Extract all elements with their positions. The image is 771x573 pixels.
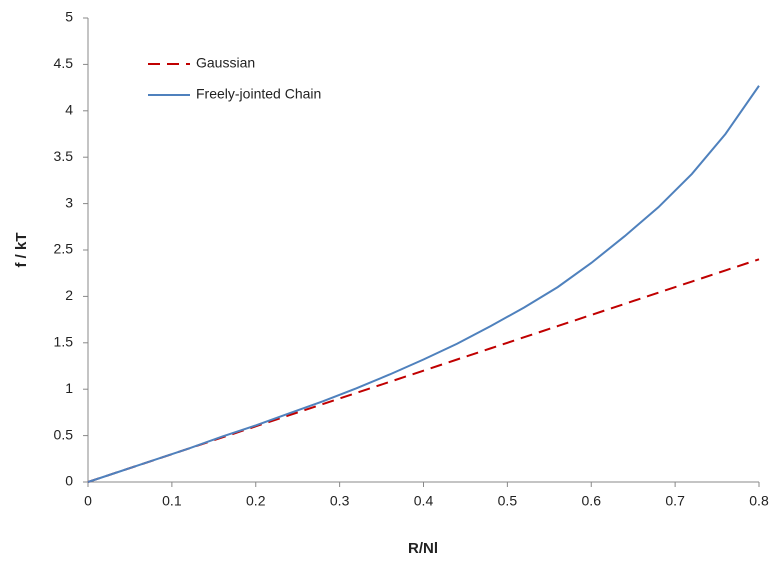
- legend-label: Gaussian: [196, 55, 255, 71]
- x-tick-label: 0.2: [246, 493, 266, 509]
- x-tick-label: 0.5: [498, 493, 518, 509]
- x-tick-label: 0: [84, 493, 92, 509]
- y-tick-label: 2: [65, 287, 73, 303]
- y-tick-label: 5: [65, 9, 73, 25]
- x-tick-label: 0.6: [582, 493, 602, 509]
- y-tick-label: 1.5: [54, 334, 74, 350]
- x-axis-title: R/Nl: [408, 540, 438, 557]
- y-axis-title: f / kT: [13, 232, 30, 267]
- y-tick-label: 4.5: [54, 55, 74, 71]
- x-tick-label: 0.3: [330, 493, 350, 509]
- y-tick-label: 3: [65, 194, 73, 210]
- x-tick-label: 0.8: [749, 493, 769, 509]
- x-tick-label: 0.7: [665, 493, 685, 509]
- y-tick-label: 0.5: [54, 426, 74, 442]
- series-line: [87, 85, 760, 483]
- y-tick-label: 1: [65, 380, 73, 396]
- y-tick-label: 0: [65, 473, 73, 489]
- y-tick-label: 4: [65, 102, 73, 118]
- y-tick-label: 3.5: [54, 148, 74, 164]
- x-tick-label: 0.1: [162, 493, 182, 509]
- legend-label: Freely-jointed Chain: [196, 86, 321, 102]
- y-tick-label: 2.5: [54, 241, 74, 257]
- x-tick-label: 0.4: [414, 493, 434, 509]
